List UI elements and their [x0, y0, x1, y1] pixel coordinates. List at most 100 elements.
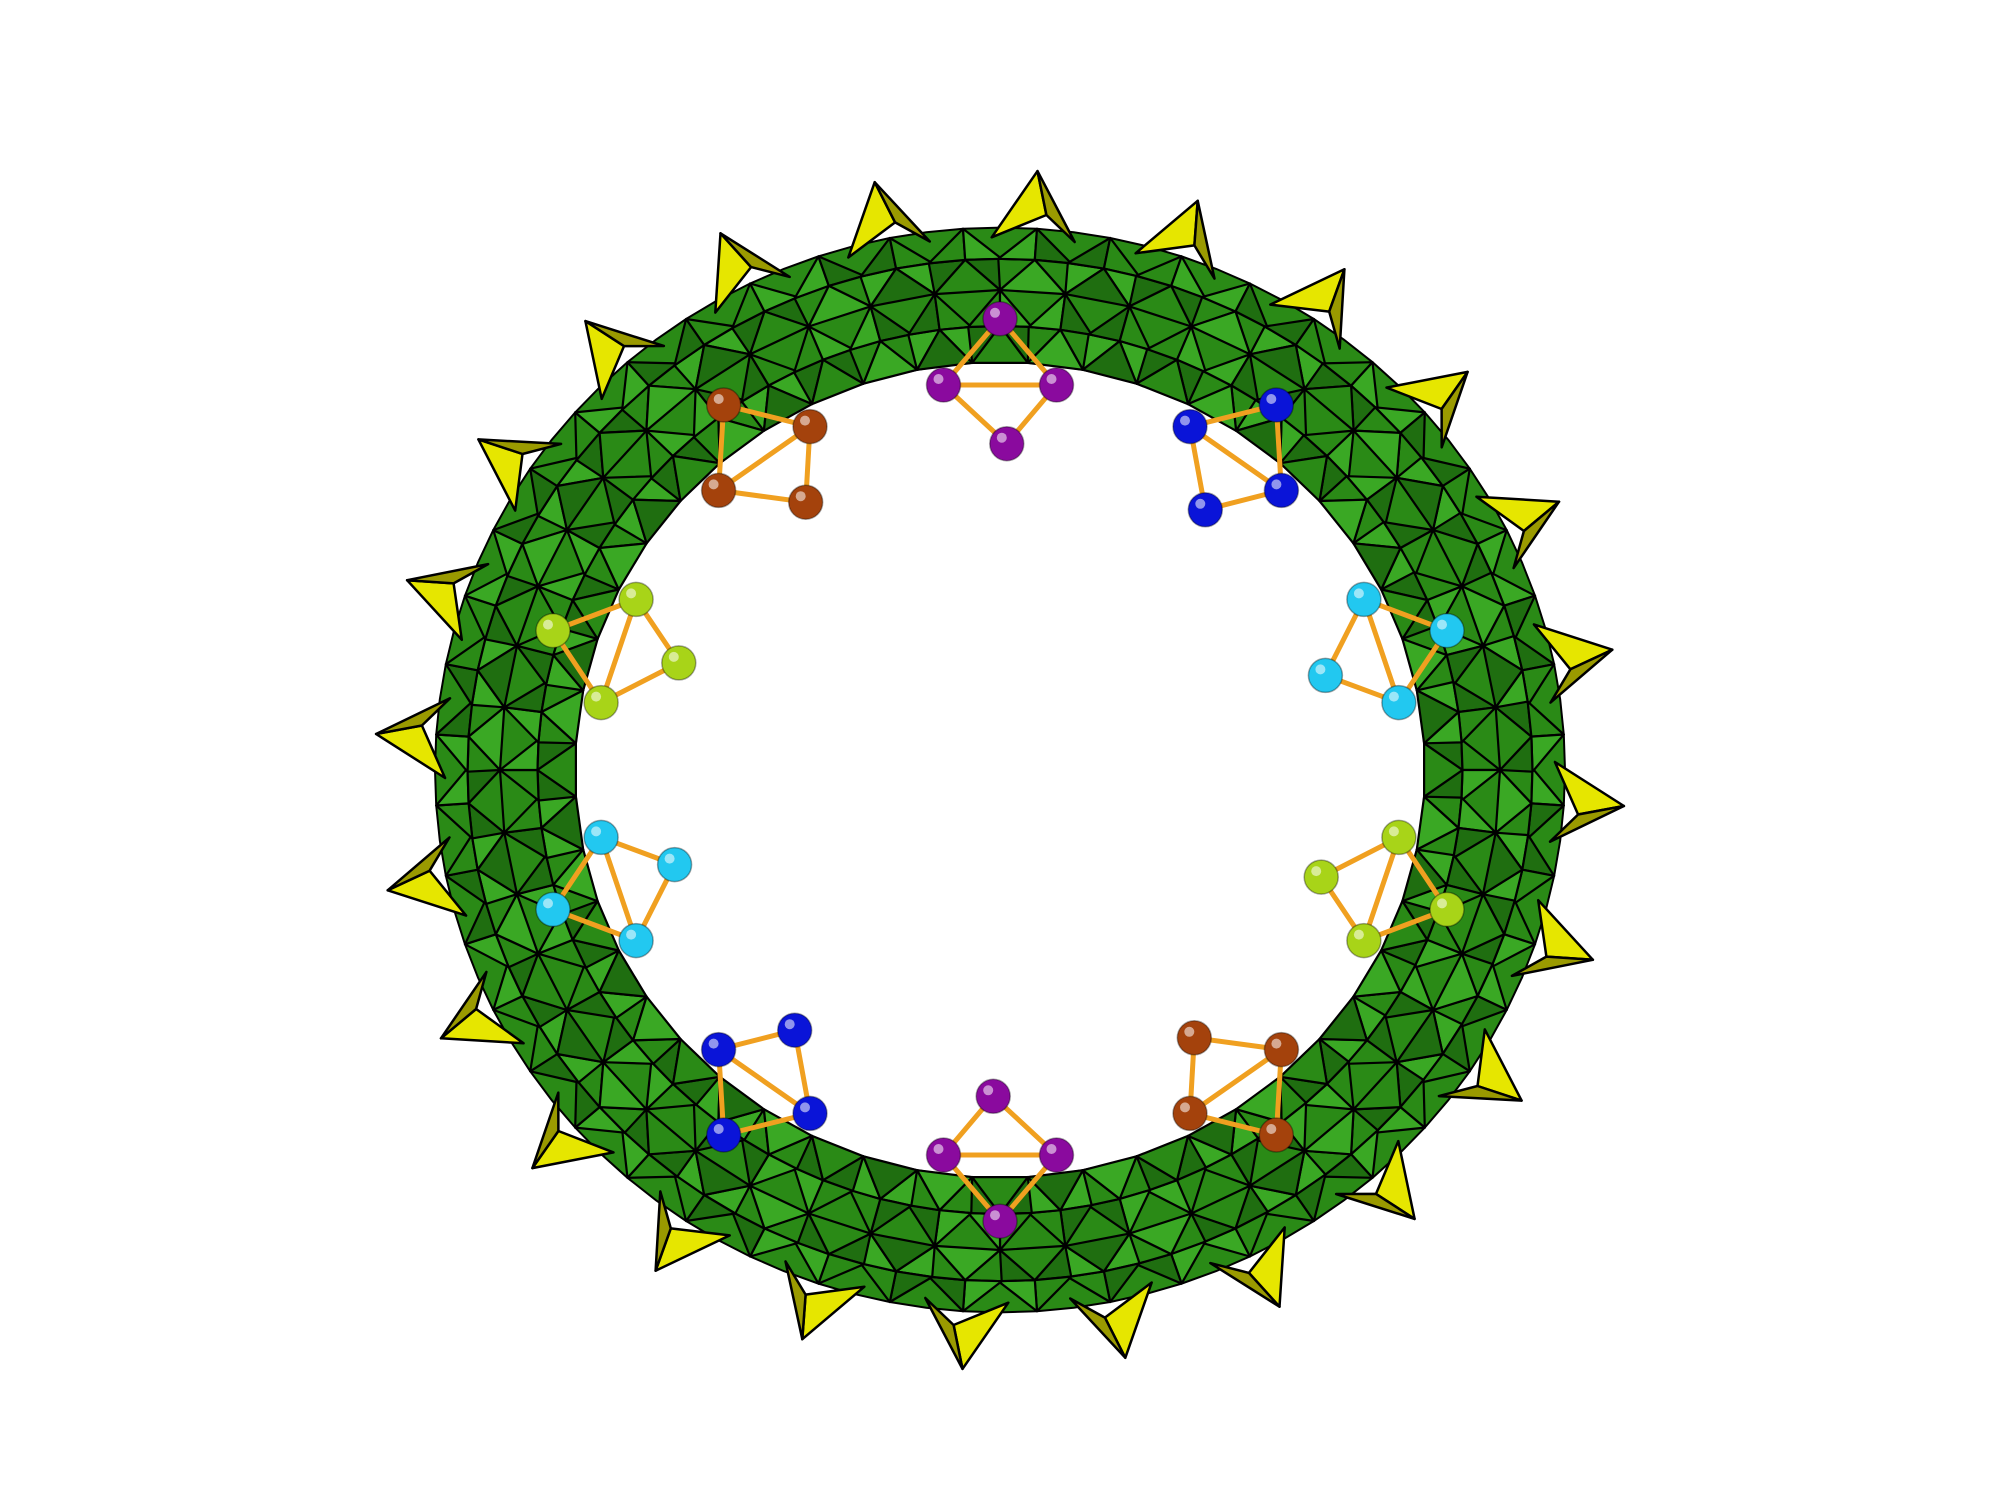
atom [1172, 408, 1208, 445]
atom [1381, 684, 1417, 721]
atom-highlight [1184, 1026, 1195, 1037]
octahedron-face [1279, 454, 1329, 503]
atom-highlight [591, 826, 602, 837]
octahedron-face [998, 1244, 1067, 1282]
octahedron-face [694, 1149, 752, 1197]
atom-highlight [708, 1038, 719, 1049]
tetrahedron-shade [386, 836, 451, 892]
octahedron-face [521, 952, 569, 1012]
octahedron-face [1481, 831, 1524, 896]
tetrahedron-shade [1510, 955, 1595, 978]
atom-highlight [1180, 415, 1190, 426]
atom [1038, 367, 1075, 403]
octahedron-face [869, 1232, 936, 1273]
tetrahedron [1536, 898, 1595, 962]
atom-highlight [708, 479, 719, 490]
tetrahedron-shade [439, 970, 488, 1040]
octahedron-face [1415, 795, 1460, 851]
atom-highlight [1046, 374, 1057, 384]
atom-highlight [591, 691, 602, 702]
octahedron-face [915, 328, 974, 371]
tetrahedron-shade [1548, 804, 1626, 843]
atom [656, 846, 693, 883]
octahedron-face [645, 1108, 697, 1156]
atom-highlight [1388, 826, 1399, 837]
atom-layer [535, 301, 1465, 1239]
atom-highlight [1388, 691, 1399, 702]
octahedron-face [810, 1134, 865, 1182]
tetrahedron-shade [374, 697, 452, 736]
octahedron-face [598, 542, 648, 591]
octahedron-face [1064, 267, 1131, 308]
atom-highlight [713, 394, 724, 404]
bond [1361, 834, 1402, 944]
octahedron-face [1352, 949, 1402, 998]
atom-highlight [1266, 394, 1277, 404]
atom [982, 1203, 1018, 1239]
atom-highlight [1271, 479, 1282, 490]
tetrahedra-layer [374, 169, 1626, 1371]
octahedron-face [536, 742, 578, 798]
atom [1258, 1117, 1295, 1153]
tetrahedron-shade [924, 1296, 964, 1371]
tetrahedron [990, 169, 1048, 239]
octahedron-face [1248, 1149, 1306, 1197]
tetrahedron-shade [784, 1260, 807, 1341]
bond [1187, 1047, 1284, 1116]
tetrahedron-shade [654, 1190, 673, 1272]
bond [1361, 596, 1402, 706]
atom-highlight [933, 374, 944, 384]
tetrahedron [405, 578, 464, 642]
octahedron-face [869, 267, 936, 308]
atom-highlight [1271, 1038, 1282, 1049]
octahedron-face [694, 343, 752, 391]
octahedron-face [476, 831, 519, 896]
octahedron-face [1431, 952, 1479, 1012]
atom [618, 581, 654, 618]
atom-highlight [543, 619, 553, 630]
bond [1187, 424, 1284, 493]
octahedron-face [807, 284, 872, 328]
octahedron-face [1431, 528, 1479, 588]
tetrahedron-shade [1327, 268, 1346, 350]
atom [925, 367, 962, 403]
tetrahedron-shade [719, 232, 791, 279]
octahedron-face [1190, 1184, 1252, 1230]
octahedron-face [1352, 429, 1402, 479]
tetrahedron [374, 724, 447, 780]
atom-highlight [800, 1102, 810, 1113]
tetrahedron [801, 1285, 866, 1341]
atom [1258, 387, 1295, 423]
bond [598, 834, 639, 944]
atom [1263, 472, 1300, 509]
tetrahedron-shade [1437, 1084, 1523, 1102]
octahedron-face [1460, 585, 1506, 647]
octahedron-face [521, 528, 569, 588]
octahedron-face [971, 1175, 1029, 1216]
atom-highlight [800, 415, 810, 426]
octahedron-face [1395, 1008, 1444, 1064]
octahedron-face [671, 454, 721, 503]
atom-highlight [1437, 898, 1447, 909]
tetrahedron-shade [1549, 648, 1614, 704]
atom-highlight [713, 1124, 724, 1134]
octahedron-face [933, 258, 1002, 296]
atom [1187, 492, 1224, 528]
octahedron-face [933, 1244, 1002, 1282]
atom-highlight [1046, 1144, 1057, 1154]
octahedron-face [1352, 542, 1402, 591]
octahedron-face [1279, 1037, 1329, 1086]
octahedron-face [1135, 1134, 1190, 1182]
atom [1307, 657, 1344, 694]
tetrahedron-shade [1334, 1192, 1416, 1221]
atom-highlight [990, 307, 1000, 318]
tetrahedron-shade [1512, 500, 1561, 570]
octahedron-face [494, 585, 540, 647]
octahedron-face [748, 1184, 810, 1230]
atom-highlight [795, 491, 806, 502]
atom [787, 484, 824, 520]
octahedron-face [598, 1061, 648, 1111]
atom-highlight [1180, 1102, 1190, 1113]
bond [716, 424, 813, 493]
